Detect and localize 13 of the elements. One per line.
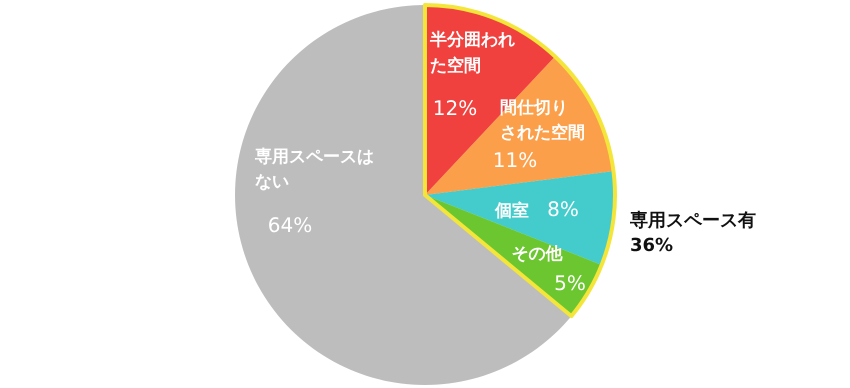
slice-label: その他 (512, 244, 564, 264)
data-label: 64% (268, 213, 312, 237)
slice-label: 専用スペースはない (254, 147, 374, 192)
data-label: 8% (547, 197, 579, 221)
data-label: 12% (432, 96, 478, 120)
text: 36% (630, 235, 674, 256)
slice-label: 個室 (494, 201, 529, 221)
slice-label: 間仕切りされた空間 (500, 98, 585, 143)
data-label: 5% (554, 271, 586, 295)
data-label: 11% (492, 148, 538, 172)
slice-label: 半分囲われた空間 (429, 30, 515, 76)
text: 専用スペース有 (629, 210, 756, 231)
pie-slice (425, 171, 615, 265)
